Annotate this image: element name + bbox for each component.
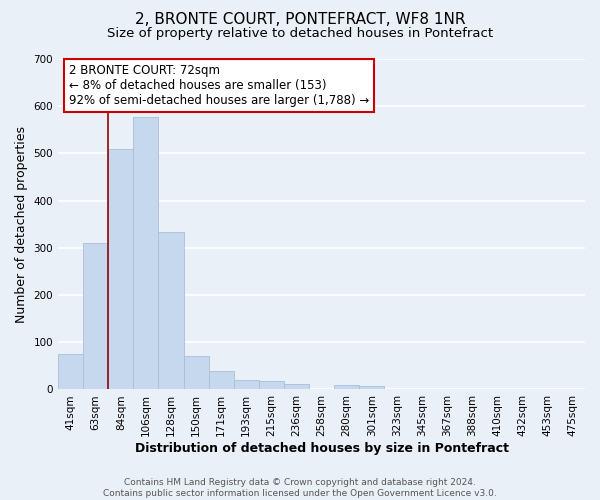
Bar: [184, 356, 209, 390]
Bar: [259, 381, 284, 390]
Bar: [209, 370, 233, 390]
Text: 2, BRONTE COURT, PONTEFRACT, WF8 1NR: 2, BRONTE COURT, PONTEFRACT, WF8 1NR: [135, 12, 465, 28]
Bar: [334, 384, 359, 390]
Bar: [108, 148, 133, 390]
Text: 2 BRONTE COURT: 72sqm
← 8% of detached houses are smaller (153)
92% of semi-deta: 2 BRONTE COURT: 72sqm ← 8% of detached h…: [68, 64, 369, 107]
Bar: [359, 386, 384, 390]
Bar: [133, 116, 158, 390]
Y-axis label: Number of detached properties: Number of detached properties: [15, 126, 28, 322]
Text: Contains HM Land Registry data © Crown copyright and database right 2024.
Contai: Contains HM Land Registry data © Crown c…: [103, 478, 497, 498]
Text: Size of property relative to detached houses in Pontefract: Size of property relative to detached ho…: [107, 28, 493, 40]
Bar: [58, 354, 83, 390]
Bar: [158, 232, 184, 390]
Bar: [284, 384, 309, 390]
Bar: [233, 380, 259, 390]
Bar: [83, 243, 108, 390]
X-axis label: Distribution of detached houses by size in Pontefract: Distribution of detached houses by size …: [134, 442, 509, 455]
